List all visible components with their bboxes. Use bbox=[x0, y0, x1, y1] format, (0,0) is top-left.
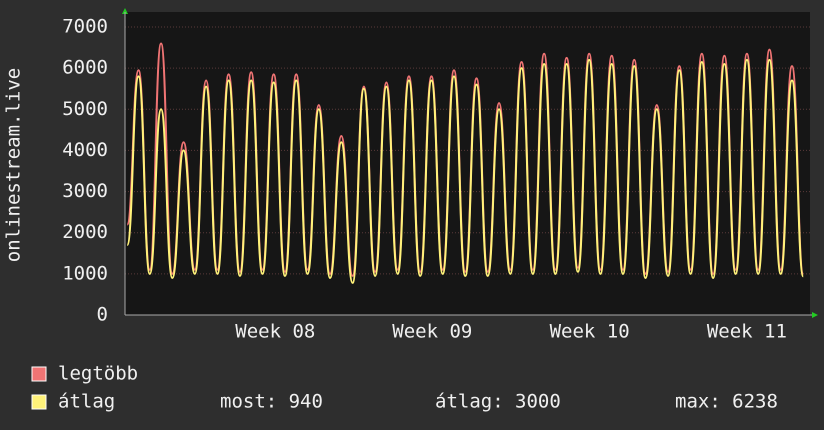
y-tick-label: 1000 bbox=[62, 262, 108, 284]
y-tick-label: 7000 bbox=[62, 16, 108, 38]
series-line bbox=[126, 58, 805, 284]
y-tick-label: 4000 bbox=[62, 139, 108, 161]
stat-label: max: bbox=[675, 391, 721, 413]
y-axis-label: onlinestream.live bbox=[3, 68, 25, 262]
y-axis-arrow bbox=[122, 8, 128, 14]
x-tick-label: Week 10 bbox=[550, 321, 630, 343]
stat-value: 940 bbox=[289, 391, 323, 413]
legend-swatch bbox=[31, 394, 47, 410]
legend-label: átlag bbox=[58, 391, 115, 413]
legend-label: legtöbb bbox=[58, 363, 138, 385]
y-tick-label: 2000 bbox=[62, 221, 108, 243]
stat-label: most: bbox=[220, 391, 277, 413]
y-tick-label: 6000 bbox=[62, 57, 108, 79]
legend-swatch bbox=[31, 366, 47, 382]
stat-label: átlag: bbox=[435, 391, 504, 413]
x-tick-label: Week 11 bbox=[707, 321, 787, 343]
stat-value: 3000 bbox=[515, 391, 561, 413]
x-axis-arrow bbox=[812, 312, 818, 318]
y-tick-label: 5000 bbox=[62, 98, 108, 120]
x-tick-label: Week 09 bbox=[392, 321, 472, 343]
y-tick-label: 0 bbox=[97, 304, 108, 326]
stat-value: 6238 bbox=[732, 391, 778, 413]
y-tick-label: 3000 bbox=[62, 180, 108, 202]
x-tick-label: Week 08 bbox=[235, 321, 315, 343]
